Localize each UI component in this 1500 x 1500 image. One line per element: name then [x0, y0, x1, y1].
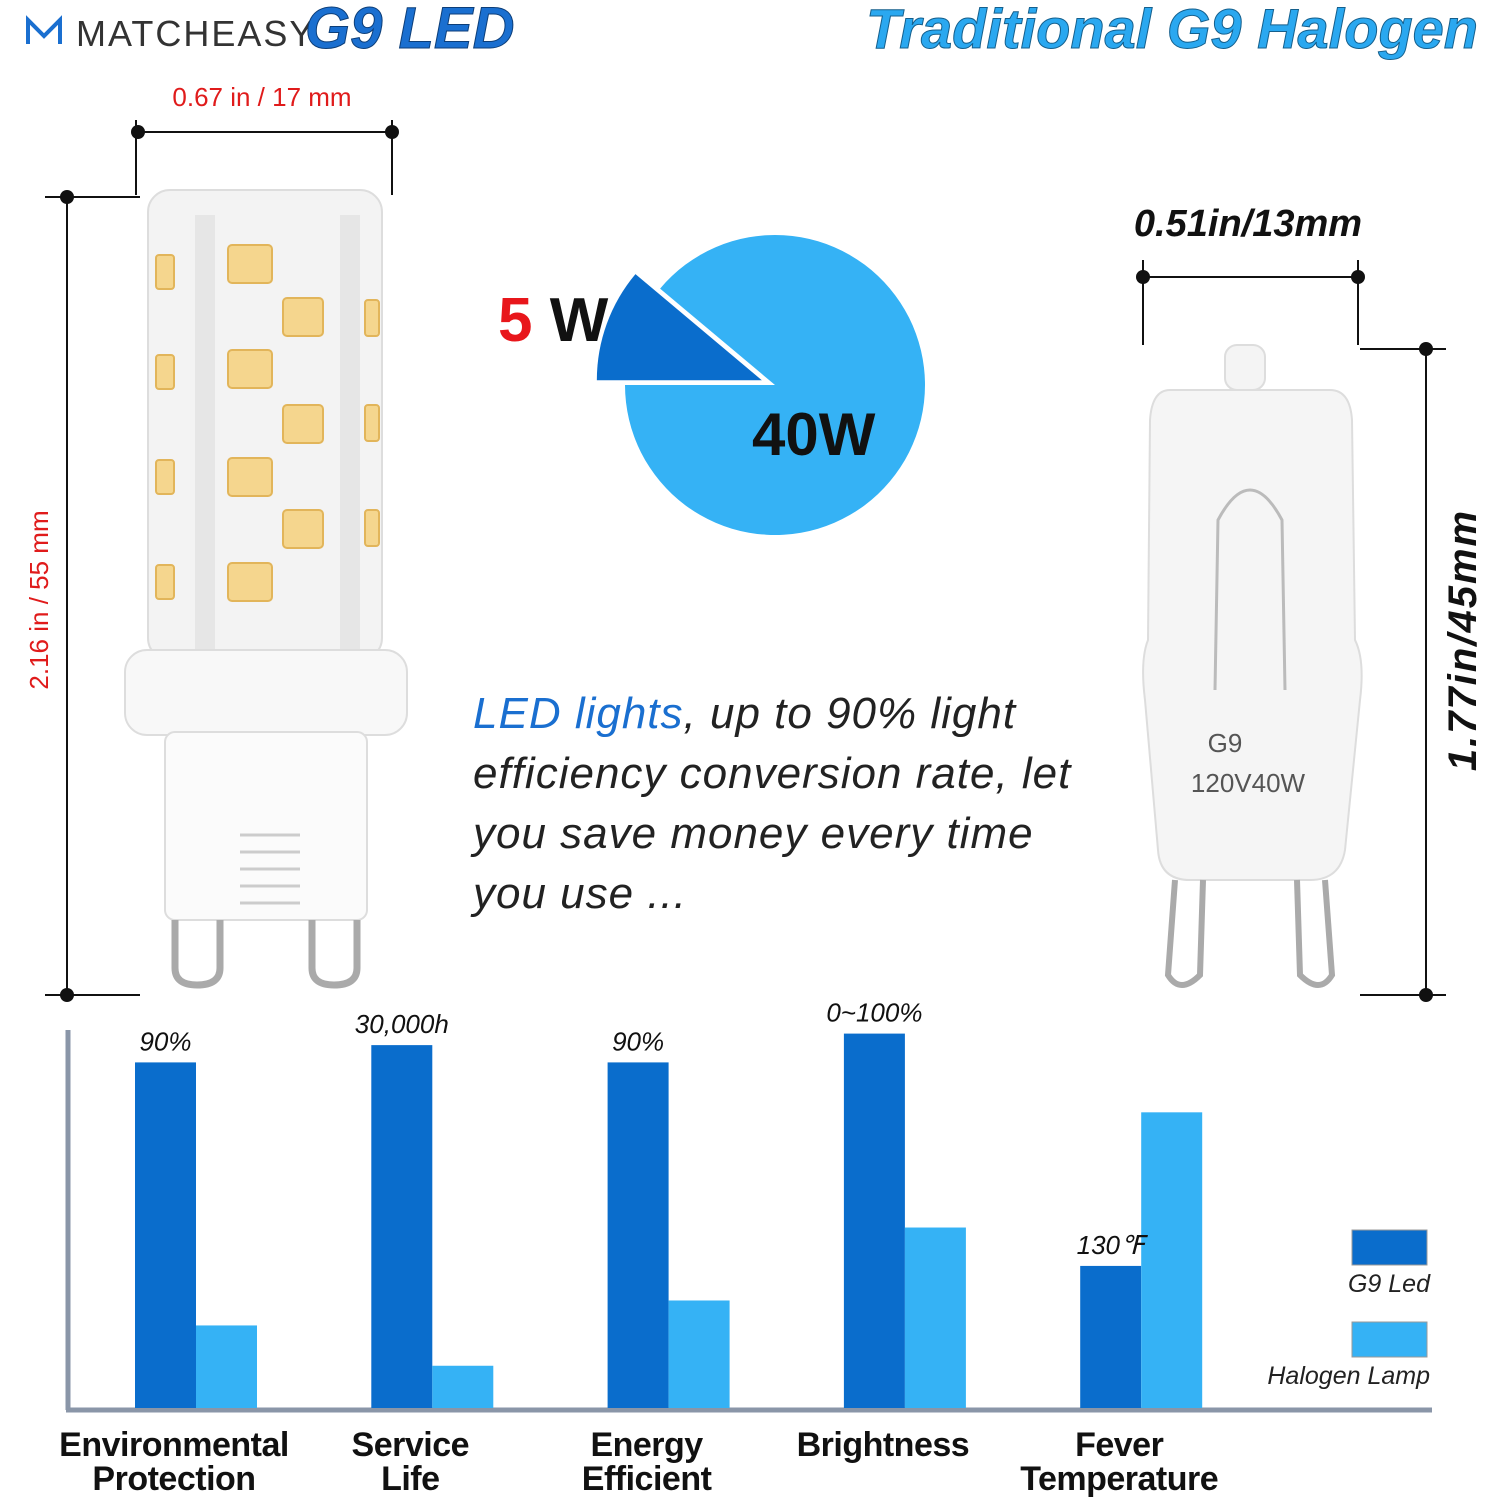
led-chip: [155, 254, 175, 290]
bulb-collar: [124, 649, 408, 736]
legend-swatch: [1351, 1321, 1428, 1358]
bulb-tip: [1224, 344, 1266, 391]
bar: [843, 1033, 905, 1408]
led-title: G9 LED: [305, 0, 515, 61]
pie-slice: [596, 274, 762, 381]
bar: [432, 1365, 494, 1408]
bar: [1141, 1112, 1203, 1408]
dot: [60, 190, 74, 204]
dim-label: 2.16 in / 55 mm: [24, 510, 54, 689]
category-label: Energy Efficient: [581, 1426, 712, 1498]
bar: [668, 1300, 730, 1408]
logo-icon: [26, 15, 62, 44]
legend-swatch: [1351, 1229, 1428, 1266]
led-chip: [364, 404, 380, 442]
bar: [371, 1045, 433, 1408]
bulb-rib: [340, 215, 360, 655]
category-label: Fever Temperature: [1020, 1426, 1219, 1498]
dimension-lines: [45, 120, 1446, 996]
bar: [196, 1325, 257, 1408]
dot: [131, 125, 145, 139]
highlight: LED lights: [473, 689, 684, 738]
dot: [60, 988, 74, 1002]
grooves: [240, 833, 300, 905]
bar-annotation: 0~100%: [826, 998, 922, 1028]
bar: [135, 1062, 196, 1408]
bar-annotation: 130℉: [1077, 1230, 1148, 1260]
led-chip: [227, 562, 273, 602]
led-bulb: [124, 189, 408, 989]
pie-label: 5 W: [498, 286, 609, 355]
pin: [171, 920, 224, 989]
bar: [1080, 1265, 1142, 1408]
led-chip: [282, 297, 324, 337]
logo-m: [26, 15, 62, 44]
led-chip: [155, 354, 175, 390]
pin: [1164, 879, 1336, 988]
brand: MATCHEASY: [76, 13, 315, 54]
bulb-glass: [1142, 389, 1363, 881]
pie-label: 40W: [752, 401, 876, 468]
led-chip: [364, 509, 380, 547]
led-chip: [227, 244, 273, 284]
bar: [904, 1227, 966, 1408]
dot: [385, 125, 399, 139]
bar-annotation: 90%: [139, 1026, 191, 1056]
bar: [607, 1062, 669, 1408]
bar-annotation: 30,000h: [355, 1009, 449, 1039]
led-chip: [282, 404, 324, 444]
led-chip: [364, 299, 380, 337]
dim-label: 1.77in/45mm: [1441, 509, 1485, 771]
category-label: Brightness: [796, 1426, 970, 1464]
led-chip: [227, 457, 273, 497]
dot: [1136, 270, 1150, 284]
marking: G9: [1208, 728, 1243, 758]
dot: [1419, 988, 1433, 1002]
legend-label: Halogen Lamp: [1267, 1362, 1430, 1390]
category-label: Environmental Protection: [59, 1426, 289, 1498]
legend-label: G9 Led: [1348, 1270, 1431, 1298]
led-chip: [155, 564, 175, 600]
leds: [155, 244, 380, 602]
dim-label: 0.67 in / 17 mm: [172, 82, 351, 112]
halogen-title: Traditional G9 Halogen: [866, 0, 1478, 60]
description: LED lights, up to 90% light efficiency c…: [473, 684, 1083, 924]
dim-dots: [60, 125, 1433, 1002]
bulb-rib: [195, 215, 215, 655]
dot: [1419, 342, 1433, 356]
pie-slice: [625, 234, 926, 535]
dim-label: 0.51in/13mm: [1134, 203, 1362, 245]
bulb-base: [164, 731, 368, 921]
description-text: , up to 90% light efficiency conversion …: [473, 689, 1072, 918]
category-label: Service Life: [351, 1426, 470, 1498]
led-chip: [282, 509, 324, 549]
led-chip: [155, 459, 175, 495]
halogen-bulb: G9 120V40W: [1142, 344, 1363, 988]
bar-annotation: 90%: [612, 1026, 664, 1056]
led-chip: [227, 349, 273, 389]
marking: 120V40W: [1191, 768, 1306, 798]
pin: [308, 920, 361, 989]
dot: [1351, 270, 1365, 284]
filament: [1213, 488, 1287, 691]
